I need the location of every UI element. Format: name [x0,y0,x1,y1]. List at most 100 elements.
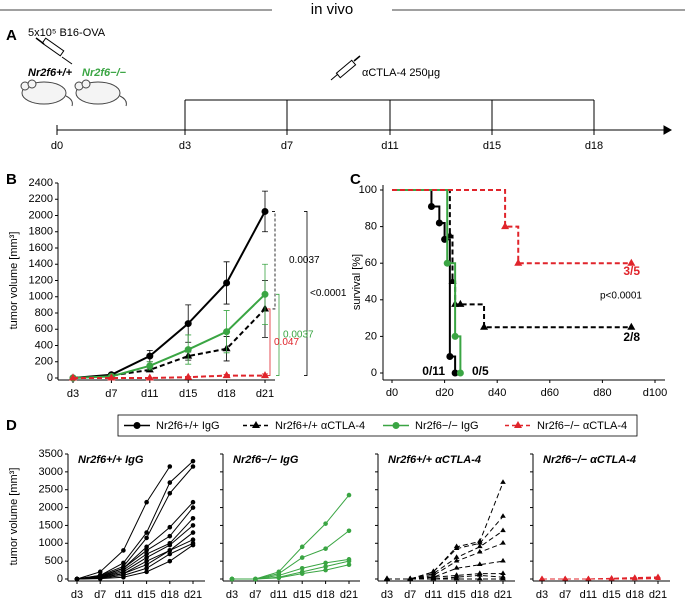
y-tick-label: 3500 [39,448,63,460]
cell-injection: 5x10⁵ B16-OVA [28,27,106,39]
data-point [323,560,328,566]
data-point [477,548,483,554]
x-tick-label: d7 [94,589,106,601]
legend-label: Nr2f6+/+ IgG [156,420,220,432]
x-tick-label: d7 [559,589,571,601]
x-tick-label: d3 [536,589,548,601]
data-point [456,299,465,307]
data-point [229,576,235,582]
data-point [456,369,464,377]
data-point [323,564,328,569]
data-point [190,523,196,528]
y-tick-label: 1000 [29,291,53,303]
y-tick-label: 1000 [39,537,63,549]
y-tick-label: 200 [35,356,53,368]
y-tick-label: 2400 [29,177,53,189]
panel-label: D [6,417,17,434]
data-point [500,479,506,484]
p-value: 0.047 [274,337,299,348]
y-tick-label: 2000 [29,209,53,221]
series-line [76,460,194,580]
x-tick-label: d40 [488,387,506,399]
data-point [446,353,454,361]
data-point [97,576,103,581]
data-point [184,346,192,354]
data-point [299,544,305,550]
mouse-icons [20,79,127,107]
subplot-title: Nr2f6+/+ αCTLA-4 [388,454,481,466]
x-tick-label: d11 [270,589,288,601]
x-tick-label: d15 [137,589,155,601]
data-point [146,362,154,370]
data-point [253,576,258,582]
x-tick-label: d0 [386,387,398,399]
data-point [276,575,282,581]
timeline-label: d3 [179,140,191,152]
data-point [514,421,522,428]
y-axis-label: tumor volume [mm³] [8,468,20,566]
y-tick-label: 60 [365,257,377,269]
data-point [190,464,196,469]
data-point [190,515,196,521]
timeline-label: d15 [483,140,501,152]
data-point [346,562,352,568]
data-point [167,464,173,469]
data-point [167,533,173,539]
y-tick-label: 2000 [39,501,63,513]
x-tick-label: d100 [643,387,667,399]
series-line [72,293,266,379]
y-tick-label: 2500 [39,484,63,496]
series-line [72,308,266,379]
data-point [144,558,149,564]
data-point [167,558,173,564]
data-point [144,544,149,550]
survival-curve [392,189,632,329]
data-point [346,492,352,498]
series-line [232,494,350,580]
data-point [261,290,269,298]
y-axis-label: tumor volume [mm³] [8,232,20,330]
timeline-label: d0 [51,140,63,152]
data-point [223,279,231,287]
data-point [261,371,269,379]
data-point [627,322,636,330]
data-point [453,545,460,550]
timeline-label: d11 [381,140,399,152]
data-point [190,505,196,510]
x-tick-label: d18 [316,589,334,601]
data-point [430,575,437,581]
data-point [144,551,149,557]
x-tick-label: d18 [471,589,489,601]
x-tick-label: d80 [593,387,611,399]
data-point [346,528,352,534]
data-point [500,539,506,545]
data-point [655,575,661,580]
data-point [585,575,592,581]
annotation: 2/8 [623,330,640,344]
syringe-icon [35,37,73,65]
x-tick-label: d15 [602,589,620,601]
x-tick-label: d15 [447,589,465,601]
wt-label: Nr2f6+/+ [28,67,73,79]
data-point [144,499,149,505]
data-point [500,557,506,563]
data-point [299,555,305,560]
y-tick-label: 1800 [29,226,53,238]
panel-label: A [6,27,17,44]
data-point [435,219,443,227]
x-tick-label: d60 [541,387,559,399]
data-point [451,332,459,340]
data-point [453,554,460,559]
survival-curve [392,189,462,373]
y-tick-label: 20 [365,330,377,342]
data-point [477,572,483,577]
data-point [167,524,173,530]
data-point [223,328,231,336]
y-tick-label: 600 [35,323,53,335]
x-tick-label: d18 [217,388,235,400]
series-line [76,466,194,580]
data-point [384,575,390,581]
y-tick-label: 80 [365,221,377,233]
x-tick-label: d7 [249,589,261,601]
x-tick-label: d15 [179,388,197,400]
